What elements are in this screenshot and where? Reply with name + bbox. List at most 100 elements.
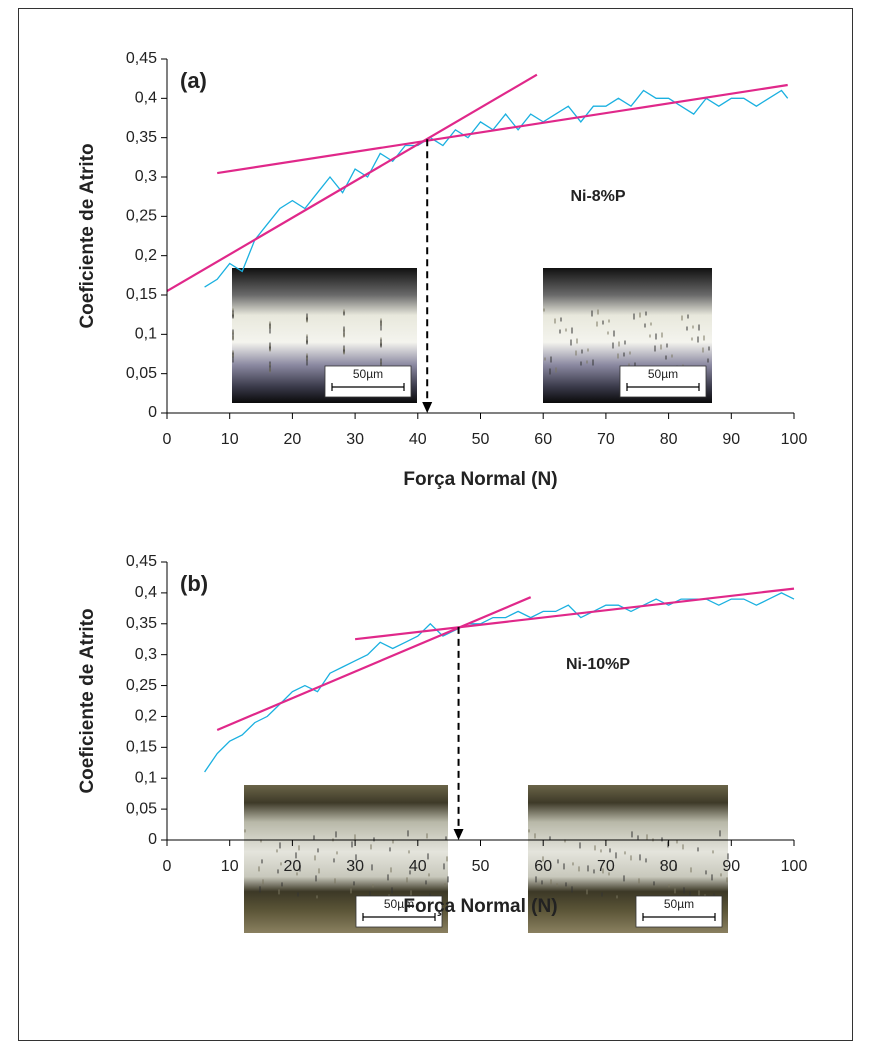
texture [371,864,373,871]
texture [633,313,635,320]
texture [565,882,567,887]
texture [550,356,552,363]
texture [615,852,617,859]
texture [674,888,676,894]
texture [426,833,428,839]
texture [608,872,610,876]
texture [380,343,382,348]
texture [410,890,412,896]
texture [306,319,308,323]
texture [618,341,620,347]
texture [232,335,234,341]
texture [443,863,445,870]
texture [369,891,371,896]
y-tick-label: 0,25 [126,208,157,225]
y-tick-label: 0,4 [135,90,157,107]
texture [645,858,647,863]
texture [660,344,662,350]
texture [560,317,562,322]
x-tick-label: 60 [534,431,552,448]
texture [556,883,558,887]
texture [572,862,574,866]
x-tick-label: 70 [597,858,615,875]
texture [668,884,670,888]
texture [391,887,393,894]
y-tick-label: 0,2 [135,708,157,725]
texture [646,834,648,840]
texture [318,868,320,874]
texture [639,854,641,861]
texture [624,851,626,855]
texture [581,349,583,354]
y-axis-title: Coeficiente de Atrito [77,608,98,793]
texture [407,830,409,837]
texture [351,841,353,848]
y-tick-label: 0,3 [135,168,157,185]
x-tick-label: 30 [346,858,364,875]
texture [697,847,699,852]
data-line [204,89,789,288]
fit-line [217,83,788,175]
texture [602,320,604,325]
texture [314,855,316,861]
texture [578,866,580,872]
texture [306,357,308,361]
texture [661,837,663,842]
scale-label: 50µm [664,897,694,911]
annotation: Ni-10%P [566,656,630,673]
texture [665,355,667,360]
texture [408,850,410,854]
texture [727,853,729,860]
texture [629,351,631,355]
texture [380,360,382,364]
texture [676,840,678,844]
texture [277,869,279,874]
texture [571,327,573,334]
scale-label: 50µm [353,367,383,381]
texture [343,311,345,316]
texture [429,893,431,898]
texture [541,880,543,885]
texture [244,829,246,833]
texture [675,864,677,871]
texture [549,368,551,375]
texture [550,879,552,885]
texture [654,345,656,352]
texture [373,837,375,842]
x-tick-label: 50 [472,858,490,875]
texture [353,881,355,886]
texture [380,337,382,341]
texture [617,353,619,359]
texture [425,880,427,885]
texture [609,848,611,853]
texture [354,834,356,840]
texture [317,848,319,853]
fit-line [216,596,532,732]
texture [528,829,530,833]
texture [586,889,588,895]
texture [711,874,713,881]
texture [571,886,573,893]
y-tick-label: 0,45 [126,553,157,570]
texture [591,310,593,317]
scale-box [324,365,412,398]
texture [587,865,589,872]
texture [297,892,299,897]
texture [261,859,263,864]
texture [232,314,234,319]
texture [607,331,609,335]
texture [549,836,551,841]
texture [387,874,389,881]
texture [681,315,683,321]
texture [390,867,392,873]
x-tick-label: 70 [597,431,615,448]
texture [690,867,692,873]
texture [260,839,262,843]
texture [713,893,715,898]
texture [703,335,705,341]
y-axis-title: Coeficiente de Atrito [77,143,98,328]
x-tick-label: 20 [284,858,302,875]
texture [705,870,707,875]
texture [313,835,315,840]
